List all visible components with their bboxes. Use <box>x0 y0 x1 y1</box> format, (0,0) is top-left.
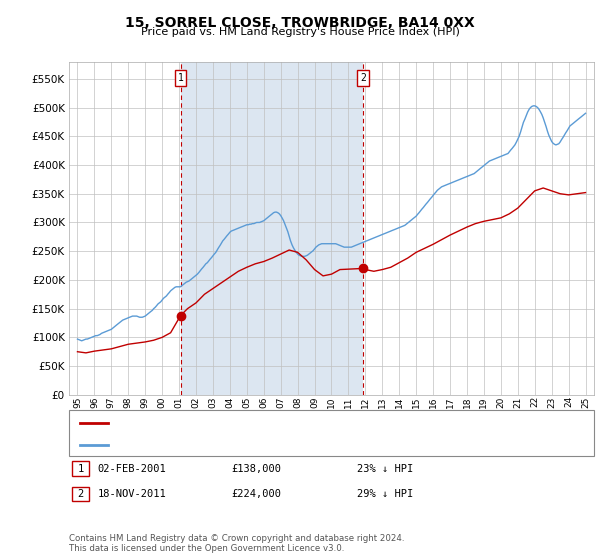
Text: 2: 2 <box>77 489 83 499</box>
Text: £224,000: £224,000 <box>231 489 281 499</box>
Text: 23% ↓ HPI: 23% ↓ HPI <box>357 464 413 474</box>
Text: 02-FEB-2001: 02-FEB-2001 <box>98 464 167 474</box>
Text: 29% ↓ HPI: 29% ↓ HPI <box>357 489 413 499</box>
Text: Price paid vs. HM Land Registry's House Price Index (HPI): Price paid vs. HM Land Registry's House … <box>140 27 460 37</box>
Bar <box>181 62 364 395</box>
Text: 1: 1 <box>77 464 83 474</box>
Text: £138,000: £138,000 <box>231 464 281 474</box>
Text: 2: 2 <box>361 73 366 83</box>
Text: HPI: Average price, detached house, Wiltshire: HPI: Average price, detached house, Wilt… <box>113 440 377 450</box>
Text: 15, SORREL CLOSE, TROWBRIDGE, BA14 0XX (detached house): 15, SORREL CLOSE, TROWBRIDGE, BA14 0XX (… <box>113 418 436 428</box>
Text: 18-NOV-2011: 18-NOV-2011 <box>98 489 167 499</box>
Text: Contains HM Land Registry data © Crown copyright and database right 2024.
This d: Contains HM Land Registry data © Crown c… <box>69 534 404 553</box>
Text: 15, SORREL CLOSE, TROWBRIDGE, BA14 0XX: 15, SORREL CLOSE, TROWBRIDGE, BA14 0XX <box>125 16 475 30</box>
Text: 1: 1 <box>178 73 184 83</box>
